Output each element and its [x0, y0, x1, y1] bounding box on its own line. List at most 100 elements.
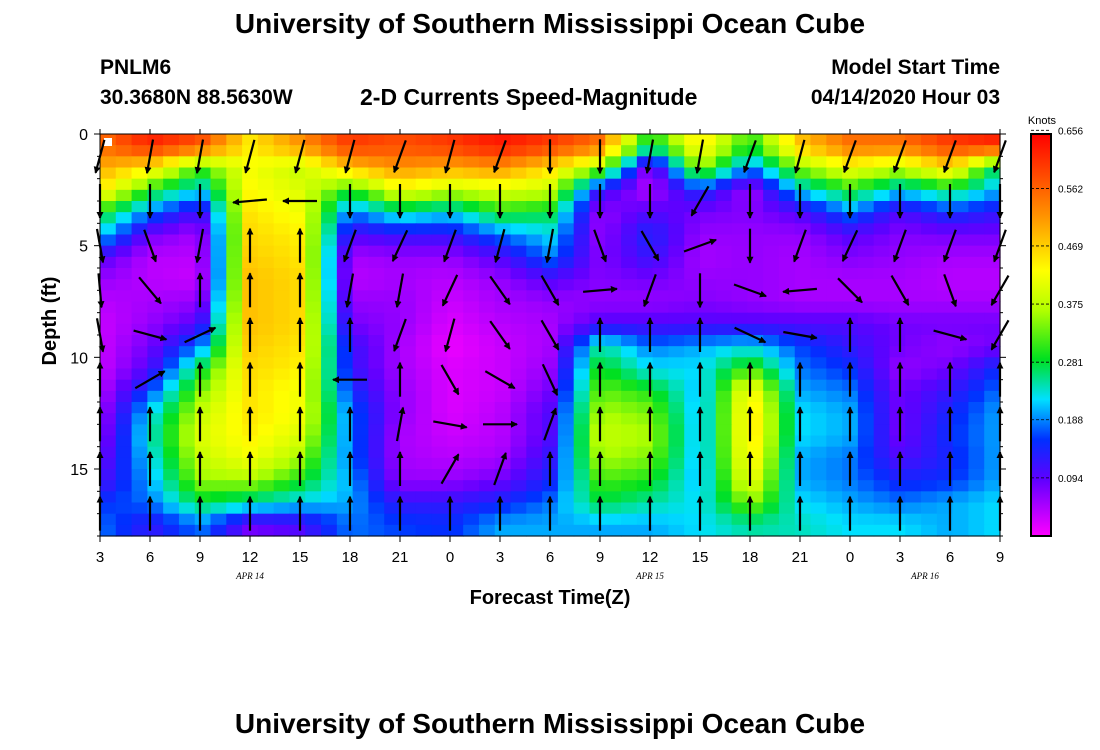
heatmap-cell [952, 301, 970, 314]
heatmap-cell [668, 491, 685, 504]
heatmap-cell [826, 480, 843, 492]
heatmap-cell [921, 167, 938, 180]
heatmap-cell [573, 245, 591, 258]
heatmap-cell [289, 323, 306, 336]
heatmap-cell [194, 145, 212, 157]
heatmap-cell [763, 178, 780, 191]
heatmap-cell [542, 390, 559, 403]
heatmap-cell [842, 435, 859, 448]
heatmap-cell [257, 379, 275, 392]
heatmap-cell [621, 357, 638, 370]
heatmap-cell [494, 156, 512, 169]
heatmap-cell [542, 480, 559, 492]
heatmap-cell [447, 379, 464, 392]
heatmap-cell [589, 156, 606, 169]
heatmap-cell [557, 323, 575, 336]
heatmap-cell [289, 502, 306, 515]
heatmap-cell [936, 413, 954, 425]
heatmap-cell [115, 513, 133, 526]
heatmap-cell [921, 390, 938, 403]
heatmap-cell [257, 446, 275, 459]
heatmap-cell [321, 357, 338, 370]
heatmap-cell [731, 335, 748, 347]
heatmap-cell [210, 178, 227, 191]
heatmap-cell [968, 469, 985, 481]
heatmap-cell [100, 268, 117, 280]
x-tick-label: 12 [242, 549, 259, 566]
heatmap-cell [542, 245, 559, 258]
x-tick-label: 0 [446, 549, 454, 566]
heatmap-cell [447, 346, 464, 358]
heatmap-cell [605, 234, 622, 247]
heatmap-cell [131, 457, 148, 470]
heatmap-cell [131, 368, 148, 381]
heatmap-cell [305, 446, 322, 459]
heatmap-cell [194, 156, 212, 169]
heatmap-cell [400, 435, 417, 448]
heatmap-cell [478, 167, 496, 180]
heatmap-cell [510, 323, 527, 336]
heatmap-cell [652, 301, 670, 314]
heatmap-cell [621, 446, 638, 459]
current-vector-arrow [644, 139, 655, 175]
heatmap-cell [968, 256, 985, 269]
heatmap-cell [400, 413, 417, 425]
heatmap-cell [778, 178, 796, 191]
heatmap-cell [194, 178, 212, 191]
heatmap-cell [557, 245, 575, 258]
heatmap-cell [921, 513, 938, 526]
heatmap-cell [889, 379, 906, 392]
heatmap-cell [826, 368, 843, 381]
heatmap-cell [431, 301, 448, 314]
heatmap-cell [684, 390, 701, 403]
heatmap-cell [557, 446, 575, 459]
heatmap-cell [668, 234, 685, 247]
heatmap-cell [115, 301, 133, 314]
heatmap-cell [668, 201, 685, 213]
heatmap-cell [873, 301, 891, 314]
heatmap-cell [826, 167, 843, 180]
heatmap-cell [115, 435, 133, 448]
heatmap-cell [684, 201, 701, 213]
heatmap-cell [478, 290, 496, 303]
heatmap-cell [636, 256, 654, 269]
heatmap-cell [984, 234, 1001, 247]
heatmap-cell [573, 413, 591, 425]
heatmap-cell [226, 268, 243, 280]
heatmap-cell [700, 335, 717, 347]
heatmap-cell [984, 446, 1001, 459]
heatmap-cell [921, 201, 938, 213]
heatmap-cell [636, 368, 654, 381]
heatmap-cell [889, 223, 906, 236]
heatmap-cell [700, 502, 717, 515]
heatmap-cell [968, 167, 985, 180]
heatmap-cell [321, 469, 338, 481]
heatmap-cell [794, 145, 812, 157]
heatmap-cell [652, 435, 670, 448]
heatmap-cell [573, 268, 591, 280]
heatmap-cell [652, 469, 670, 481]
heatmap-cell [826, 435, 843, 448]
heatmap-cell [415, 513, 433, 526]
heatmap-cell [826, 413, 843, 425]
heatmap-cell [147, 312, 164, 325]
heatmap-cell [684, 279, 701, 291]
heatmap-cell [131, 301, 148, 314]
heatmap-cell [210, 189, 227, 202]
current-vector-arrow [793, 139, 806, 174]
heatmap-cell [573, 513, 591, 526]
heatmap-cell [715, 134, 733, 146]
heatmap-cell [905, 457, 922, 470]
heatmap-cell [131, 223, 148, 236]
heatmap-cell [763, 524, 780, 537]
heatmap-cell [210, 312, 227, 325]
heatmap-cell [636, 290, 654, 303]
heatmap-cell [494, 368, 512, 381]
heatmap-cell [778, 457, 796, 470]
heatmap-cell [510, 156, 527, 169]
current-vector-arrow [783, 330, 818, 341]
heatmap-cell [652, 234, 670, 247]
heatmap-cell [431, 279, 448, 291]
current-vector-arrow [583, 285, 618, 293]
heatmap-cell [873, 189, 891, 202]
